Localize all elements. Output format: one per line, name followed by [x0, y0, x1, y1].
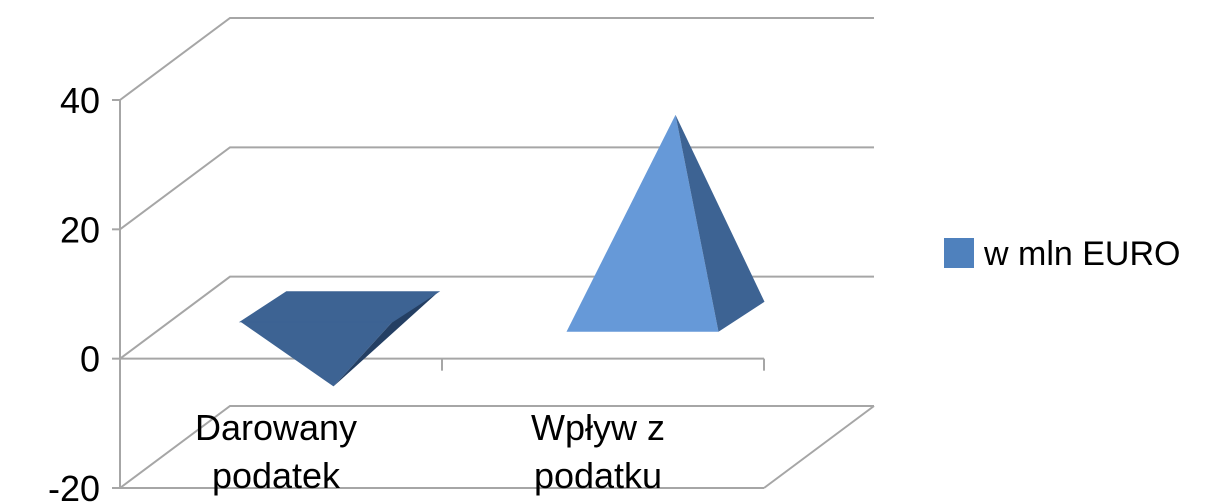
pyramid-front-face — [566, 114, 719, 332]
gridline — [119, 275, 874, 360]
gridline — [119, 17, 874, 101]
legend-label: w mln EURO — [983, 235, 1180, 273]
category-label: Darowany podatek — [195, 407, 357, 496]
value-tick-label: 0 — [80, 339, 100, 380]
category-label: Wpływ z podatku — [531, 407, 665, 496]
axis-labels: -20 0 20 40 Darowany podatek Wpływ z podatku — [48, 80, 665, 502]
floor-edge — [763, 405, 875, 489]
gridline — [119, 146, 874, 231]
pyramid-bar — [238, 291, 441, 387]
gridline — [119, 405, 874, 489]
legend: w mln EURO — [944, 235, 1180, 273]
pyramid-front-face — [240, 321, 393, 387]
pyramid-side-face — [333, 291, 439, 387]
value-tick-label: 20 — [60, 209, 100, 250]
pyramid-bar — [566, 114, 765, 332]
value-tick-label: -20 — [48, 468, 100, 502]
value-tick-label: 40 — [60, 80, 100, 121]
pyramid-side-face — [675, 114, 765, 332]
axes — [112, 99, 765, 489]
gridlines — [119, 17, 875, 489]
legend-swatch — [944, 238, 974, 268]
pyramid-top-face — [238, 291, 441, 323]
pyramid-bars — [238, 114, 765, 387]
